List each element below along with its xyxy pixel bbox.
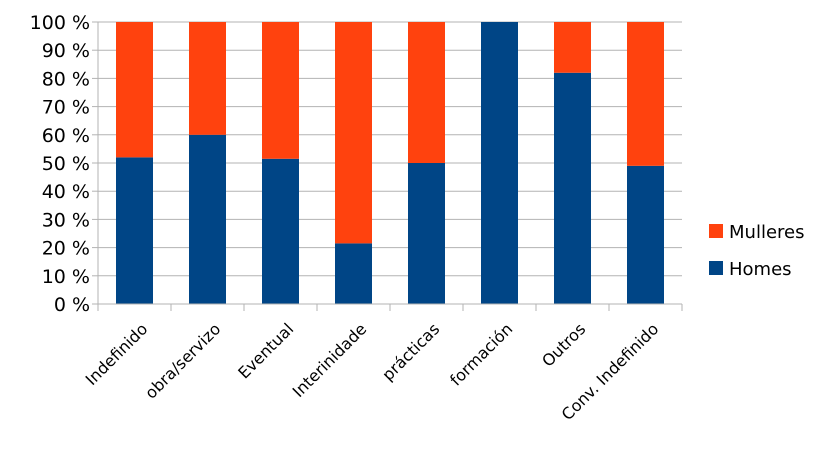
x-tick-label: Outros xyxy=(538,319,589,370)
bars xyxy=(116,22,664,304)
bar-mulleres-4 xyxy=(335,22,372,244)
legend-label-mulleres: Mulleres xyxy=(729,222,804,243)
bar-homes-4 xyxy=(335,243,372,304)
x-tick-label: prácticas xyxy=(378,319,443,384)
bar-mulleres-7 xyxy=(554,22,591,73)
bar-homes-5 xyxy=(408,163,445,304)
bar-mulleres-1 xyxy=(116,22,153,158)
y-tick-label: 90 % xyxy=(42,40,90,62)
y-tick-label: 60 % xyxy=(42,125,90,147)
bar-mulleres-5 xyxy=(408,22,445,163)
y-tick-label: 20 % xyxy=(42,238,90,260)
bar-homes-2 xyxy=(189,134,226,304)
y-tick-labels: 0 % 10 % 20 % 30 % 40 % 50 % 60 % 70 % 80 % 90 % 1… xyxy=(30,12,90,316)
legend-swatch-mulleres xyxy=(709,224,723,238)
legend: Mulleres Homes xyxy=(709,222,804,280)
legend-swatch-homes xyxy=(709,261,723,275)
bar-mulleres-8 xyxy=(627,22,664,166)
y-tick-label: 50 % xyxy=(42,153,90,175)
gridlines xyxy=(92,21,682,305)
x-tick-label: Eventual xyxy=(234,319,297,382)
bar-homes-3 xyxy=(262,158,299,304)
x-tick-label: obra/servizo xyxy=(141,319,224,402)
x-tick-label: formación xyxy=(446,319,516,389)
legend-label-homes: Homes xyxy=(729,259,792,280)
bar-homes-8 xyxy=(627,165,664,304)
y-tick-label: 30 % xyxy=(42,209,90,231)
bar-homes-6 xyxy=(481,22,518,304)
bar-mulleres-3 xyxy=(262,22,299,159)
y-tick-label: 80 % xyxy=(42,68,90,90)
y-tick-label: 10 % xyxy=(42,266,90,288)
x-tick-label: Indefinido xyxy=(82,319,152,389)
y-tick-label: 40 % xyxy=(42,181,90,203)
bar-homes-7 xyxy=(554,72,591,304)
bar-homes-1 xyxy=(116,157,153,304)
y-tick-label: 100 % xyxy=(30,12,90,34)
y-tick-label: 0 % xyxy=(54,294,90,316)
y-tick-label: 70 % xyxy=(42,97,90,119)
x-tick-label: Interinidade xyxy=(289,319,371,401)
bar-mulleres-2 xyxy=(189,22,226,135)
axes xyxy=(97,22,683,311)
